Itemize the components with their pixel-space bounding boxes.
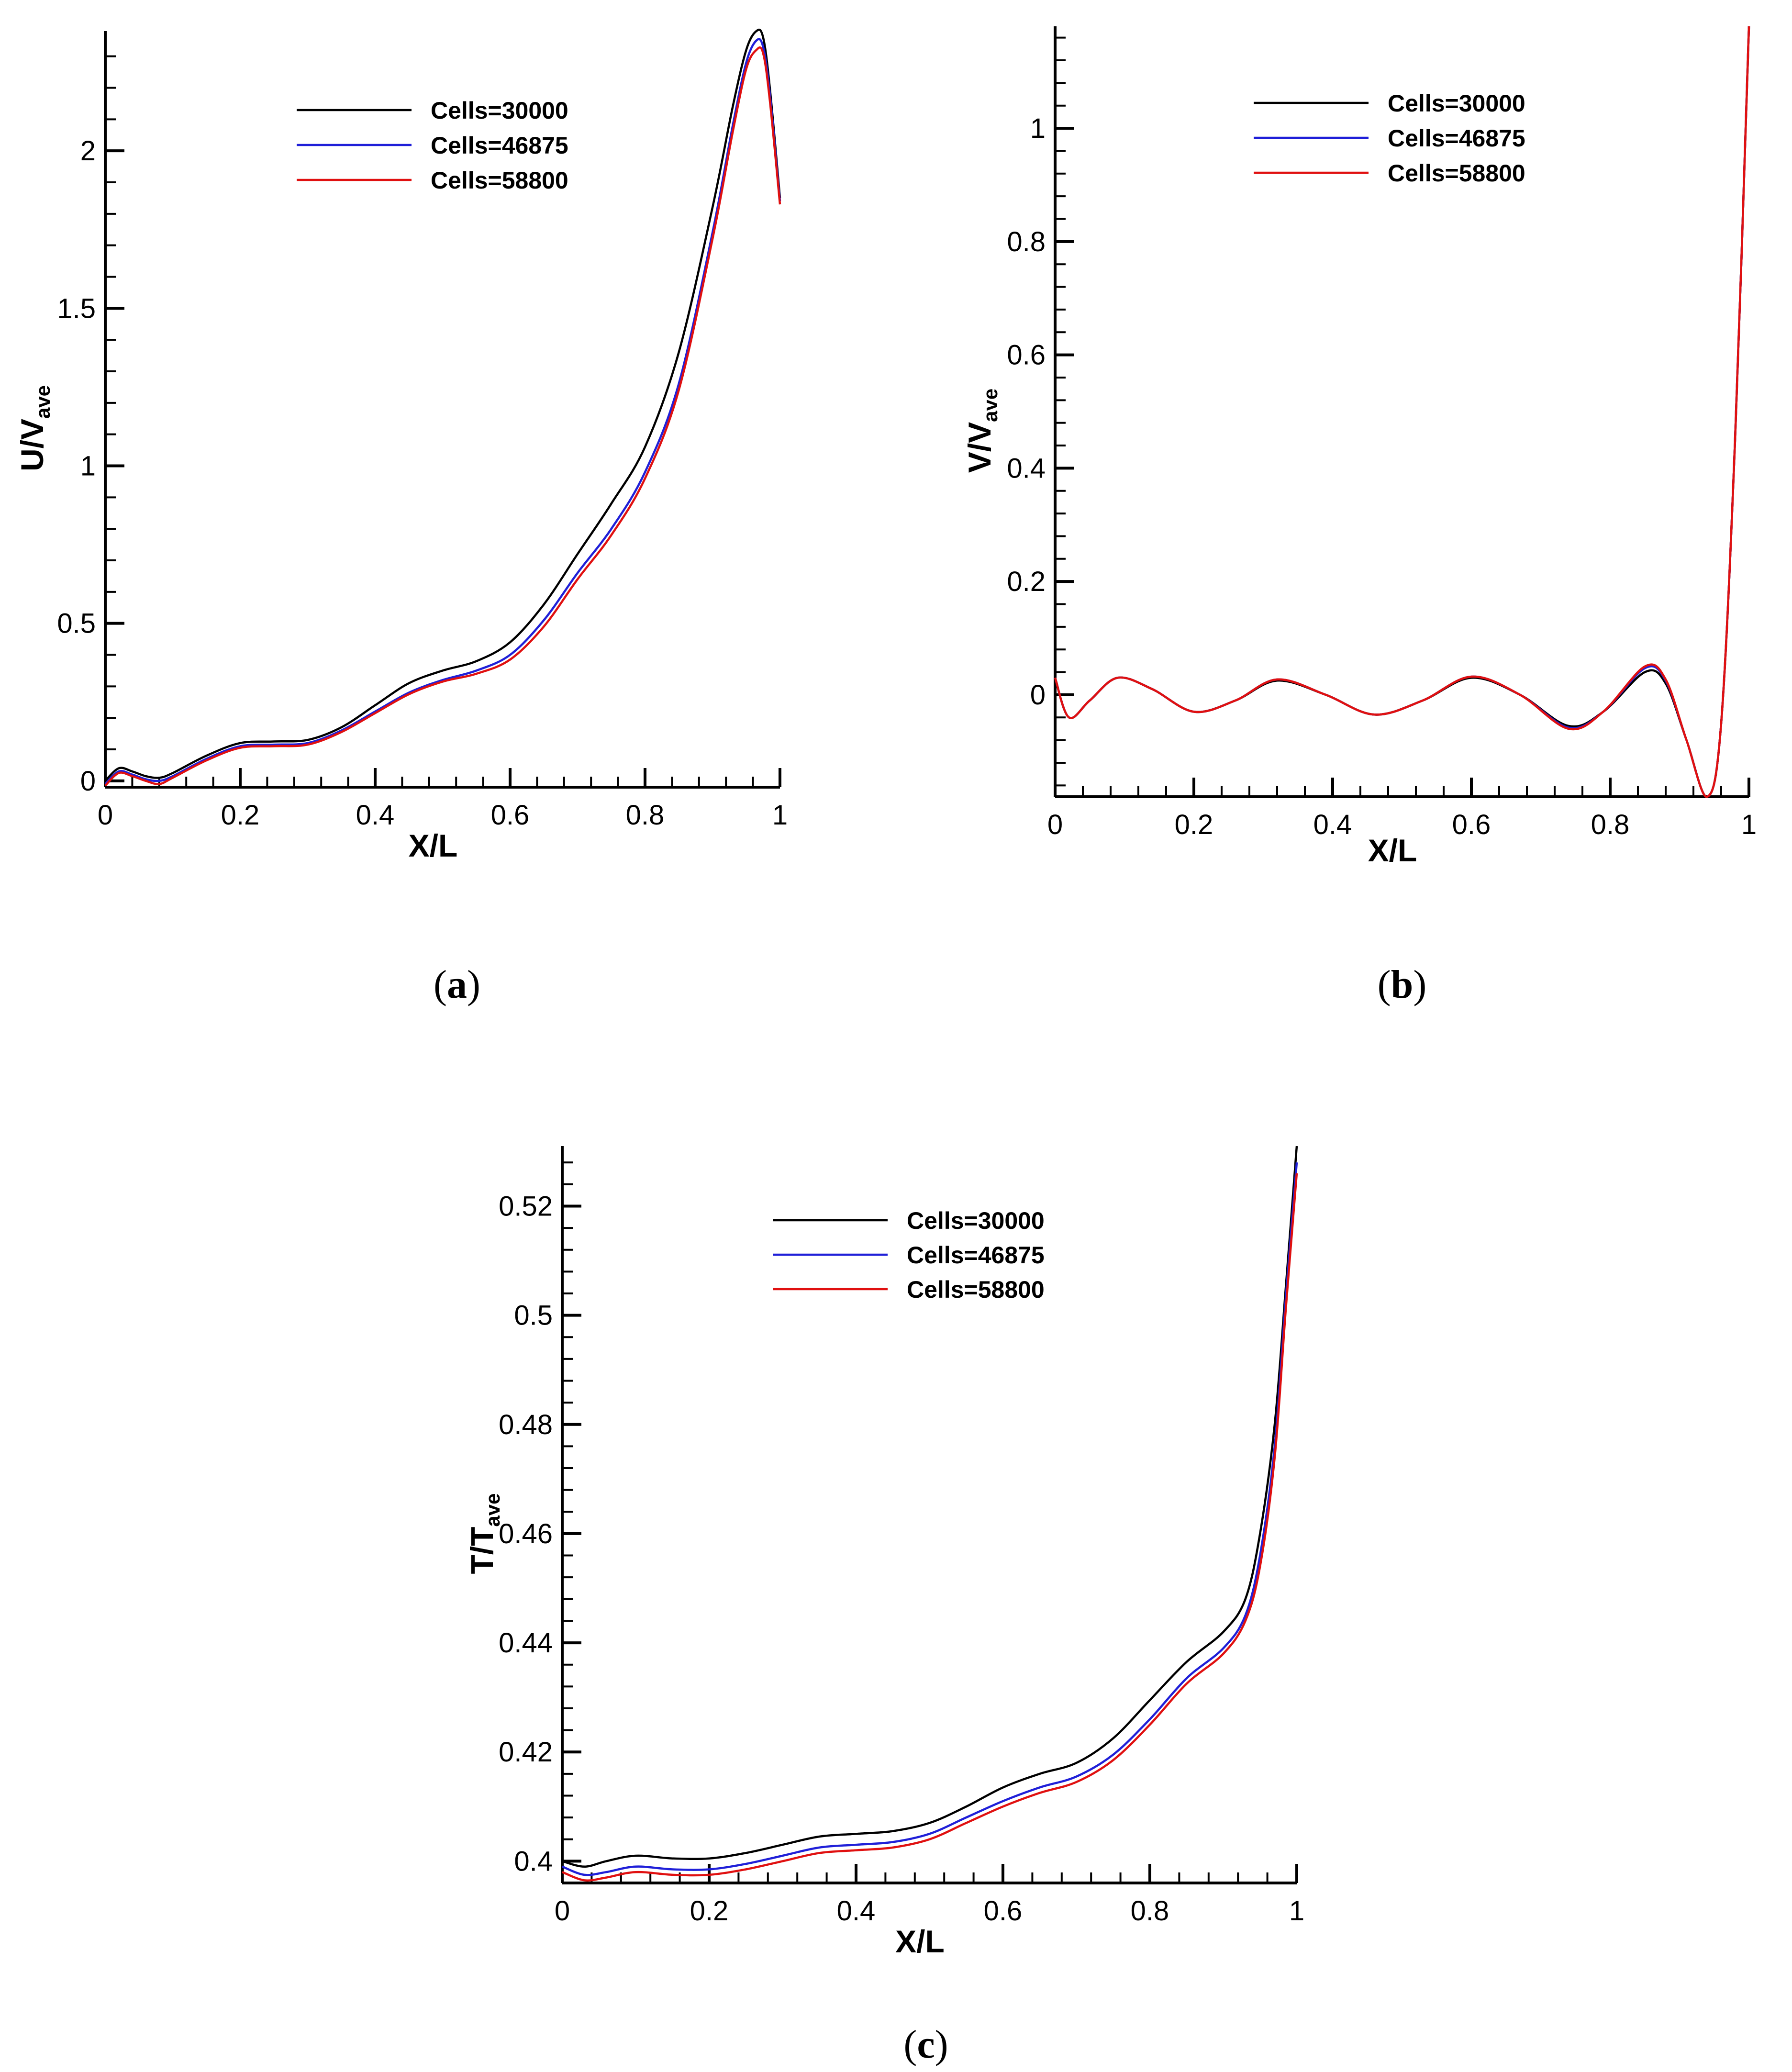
y-axis-label-base: U/V bbox=[14, 419, 50, 471]
panel-caption-c: (c) bbox=[903, 2022, 948, 2067]
series-line-cells-30000 bbox=[104, 28, 781, 782]
x-tick-label: 0 bbox=[98, 800, 113, 831]
x-axis-label: X/L bbox=[1368, 833, 1417, 868]
y-axis-label-base: V/V bbox=[962, 422, 997, 473]
y-axis-label-subscript: ave bbox=[979, 389, 1002, 422]
legend-label: Cells=30000 bbox=[1388, 90, 1525, 117]
y-tick-label: 0 bbox=[1030, 680, 1046, 711]
series-line-cells-58800 bbox=[562, 1173, 1298, 1882]
x-tick-label: 0.4 bbox=[356, 800, 395, 831]
y-tick-label: 0.44 bbox=[499, 1627, 553, 1659]
legend-label: Cells=46875 bbox=[1388, 125, 1525, 152]
caption-letter: c bbox=[917, 2022, 935, 2067]
y-tick-label: 0.6 bbox=[1007, 340, 1046, 371]
y-tick-label: 1 bbox=[1030, 113, 1046, 144]
legend-label: Cells=58800 bbox=[907, 1276, 1045, 1303]
captions-layer: (a) (b)(c) bbox=[434, 962, 1426, 2067]
caption-open-paren: ( bbox=[1378, 962, 1391, 1007]
legend-label: Cells=30000 bbox=[431, 97, 568, 124]
y-tick-label: 0.48 bbox=[499, 1409, 553, 1440]
y-tick-label: 1 bbox=[80, 451, 96, 482]
series-line-cells-30000 bbox=[562, 1146, 1298, 1868]
y-tick-label: 0.4 bbox=[514, 1846, 553, 1877]
caption-close-paren: ) bbox=[467, 962, 480, 1007]
x-tick-label: 0.4 bbox=[837, 1895, 876, 1927]
panel-caption-a: (a) bbox=[434, 962, 480, 1007]
y-axis-label: V/Vave bbox=[962, 389, 1002, 473]
y-axis-label-base: T/T bbox=[464, 1527, 500, 1574]
legend-label: Cells=58800 bbox=[1388, 160, 1525, 187]
x-tick-label: 0.8 bbox=[1131, 1895, 1169, 1927]
x-tick-label: 0.8 bbox=[626, 800, 665, 831]
y-tick-label: 0.46 bbox=[499, 1518, 553, 1549]
y-axis-label: U/Vave bbox=[14, 385, 54, 471]
y-tick-label: 0.5 bbox=[57, 608, 96, 639]
y-tick-label: 0.52 bbox=[499, 1191, 553, 1222]
x-tick-label: 1 bbox=[772, 800, 788, 831]
y-tick-label: 0.4 bbox=[1007, 453, 1046, 484]
series-line-cells-58800 bbox=[1054, 26, 1750, 798]
caption-close-paren: ) bbox=[1413, 962, 1426, 1007]
y-tick-label: 0.8 bbox=[1007, 226, 1046, 257]
y-tick-label: 0.42 bbox=[499, 1737, 553, 1768]
x-tick-label: 1 bbox=[1741, 809, 1757, 840]
charts-layer: 0 0.2 0.4 0.6 0.8 100.511.52X/LU/VaveCells=30… bbox=[14, 26, 1757, 1959]
series-line-cells-46875 bbox=[104, 38, 781, 785]
legend: Cells=30000 Cells=46875 Cells=58800 bbox=[1254, 90, 1525, 187]
y-tick-label: 1.5 bbox=[57, 293, 96, 324]
legend-label: Cells=46875 bbox=[907, 1242, 1045, 1269]
x-axis-label: X/L bbox=[409, 828, 458, 863]
series-line-cells-46875 bbox=[562, 1162, 1298, 1876]
chart-panel-a: 0 0.2 0.4 0.6 0.8 1 0 0.5 1 1.5 2 X/L U/Vave Cells=30… bbox=[14, 28, 788, 863]
legend-label: Cells=46875 bbox=[431, 132, 568, 159]
y-axis-label-subscript: ave bbox=[481, 1493, 504, 1526]
x-tick-label: 0.4 bbox=[1313, 809, 1352, 840]
x-tick-label: 0.6 bbox=[1452, 809, 1491, 840]
x-axis-label: X/L bbox=[895, 1924, 945, 1959]
x-tick-label: 0.2 bbox=[221, 800, 260, 831]
x-tick-label: 0.8 bbox=[1591, 809, 1630, 840]
x-tick-label: 0.6 bbox=[491, 800, 530, 831]
chart-panel-c: 0 0.2 0.4 0.6 0.8 1 0.4 0.42 0.44 0.46 0.48 0.5 0.52… bbox=[464, 1146, 1304, 1959]
legend-label: Cells=58800 bbox=[431, 167, 568, 194]
y-axis-label-subscript: ave bbox=[32, 385, 54, 419]
caption-open-paren: ( bbox=[903, 2022, 917, 2067]
legend-label: Cells=30000 bbox=[907, 1207, 1045, 1234]
series-line-cells-58800 bbox=[104, 46, 781, 787]
x-tick-label: 0.2 bbox=[1175, 809, 1213, 840]
y-tick-label: 0.5 bbox=[514, 1300, 553, 1331]
caption-close-paren: ) bbox=[935, 2022, 948, 2067]
y-tick-label: 0 bbox=[80, 766, 96, 797]
caption-letter: a bbox=[447, 962, 467, 1007]
caption-letter: b bbox=[1391, 962, 1414, 1007]
y-axis-label: T/Tave bbox=[464, 1493, 504, 1574]
caption-open-paren: ( bbox=[434, 962, 447, 1007]
x-tick-label: 0 bbox=[555, 1895, 570, 1927]
panel-caption-b: (b) bbox=[1378, 962, 1427, 1007]
chart-panel-b: 0 0.2 0.4 0.6 0.8 1 0 0.2 0.4 0.6 0.8 1 X/L V/Vave Cel… bbox=[962, 26, 1757, 868]
x-tick-label: 0.2 bbox=[690, 1895, 729, 1927]
x-tick-label: 0.6 bbox=[984, 1895, 1023, 1927]
legend: Cells=30000 Cells=46875 Cells=58800 bbox=[773, 1207, 1045, 1303]
x-tick-label: 1 bbox=[1289, 1895, 1304, 1927]
x-tick-label: 0 bbox=[1047, 809, 1063, 840]
y-tick-label: 0.2 bbox=[1007, 566, 1046, 597]
legend: Cells=30000 Cells=46875 Cells=58800 bbox=[297, 97, 568, 194]
y-tick-label: 2 bbox=[80, 135, 96, 167]
